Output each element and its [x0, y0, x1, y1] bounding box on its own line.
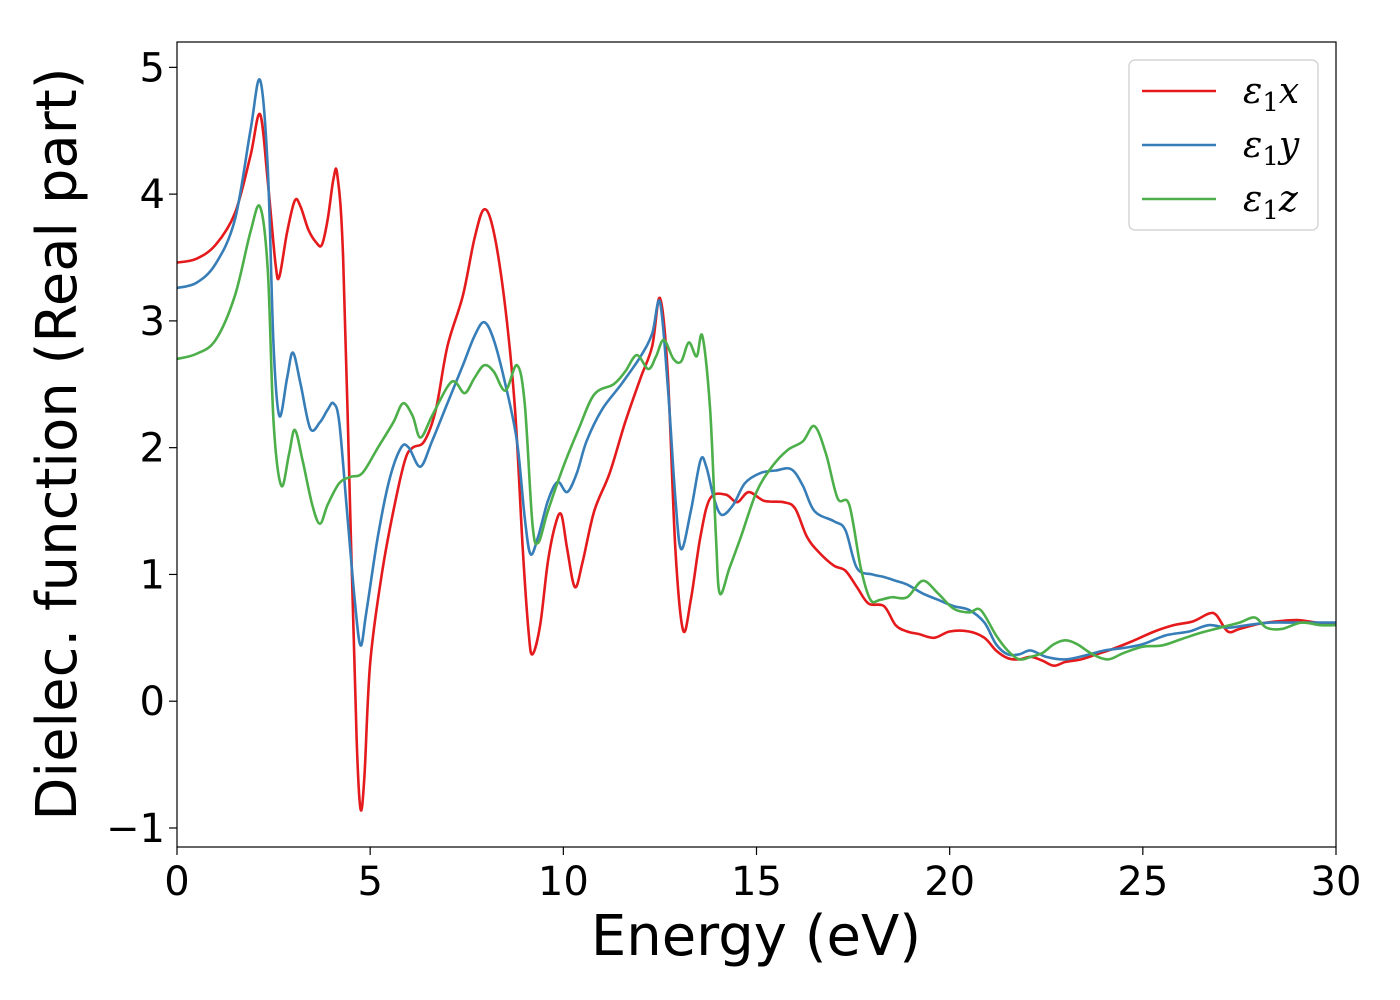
- series-layer: [177, 78, 1336, 812]
- x-tick-label: 20: [924, 859, 975, 905]
- x-tick-label: 30: [1311, 859, 1362, 905]
- y-tick-label: 3: [140, 299, 165, 345]
- series-line-x: [177, 112, 1336, 812]
- y-axis-title: Dielec. function (Real part): [25, 67, 90, 820]
- legend-label-z: ε1z: [1243, 179, 1299, 226]
- y-tick-label: −1: [106, 806, 165, 852]
- x-tick-label: 5: [357, 859, 382, 905]
- y-tick-label: 2: [140, 426, 165, 472]
- x-axis-title: Energy (eV): [591, 904, 921, 969]
- legend: ε1x ε1y ε1z: [1128, 59, 1319, 231]
- y-tick-label: 1: [140, 552, 165, 598]
- y-tick-label: 0: [140, 679, 165, 725]
- series-line-z: [177, 204, 1336, 661]
- y-tick-label: 4: [140, 172, 165, 218]
- legend-label-x: ε1x: [1243, 71, 1299, 118]
- y-tick-label: 5: [140, 45, 165, 91]
- x-axis: 0 5 10 15 20 25 30: [164, 847, 1361, 905]
- series-line-y: [177, 78, 1336, 661]
- x-tick-label: 25: [1117, 859, 1168, 905]
- x-tick-label: 10: [538, 859, 589, 905]
- legend-box: [1128, 59, 1319, 231]
- legend-label-y: ε1y: [1243, 125, 1300, 172]
- y-axis: −1 0 1 2 3 4 5: [106, 45, 177, 852]
- x-tick-label: 15: [731, 859, 782, 905]
- x-tick-label: 0: [164, 859, 189, 905]
